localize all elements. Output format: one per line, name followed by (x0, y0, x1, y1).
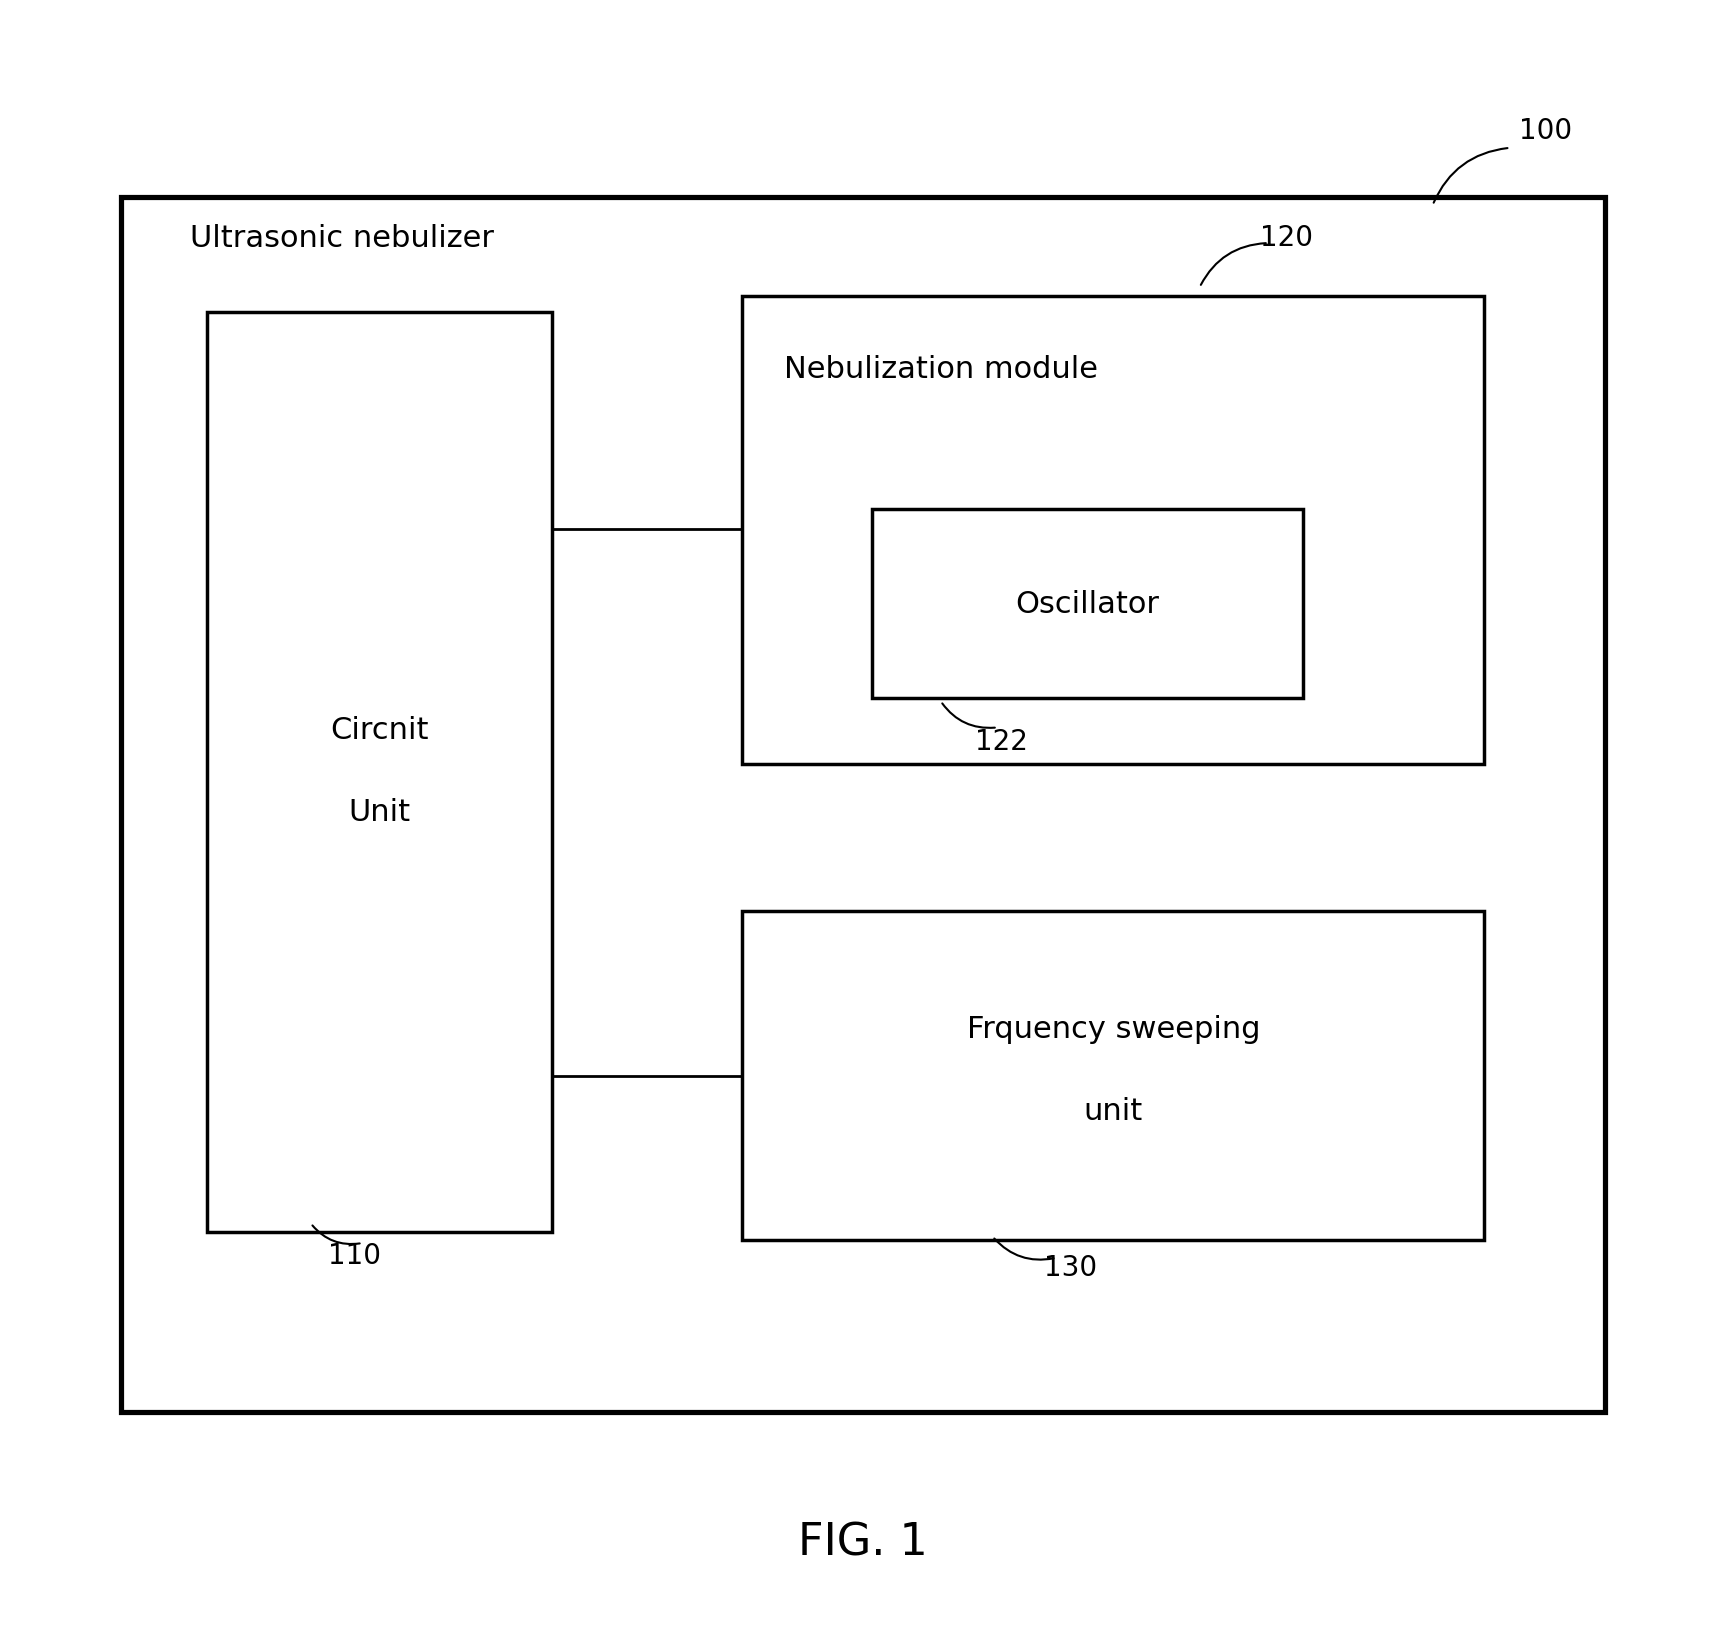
Text: FIG. 1: FIG. 1 (797, 1522, 929, 1565)
FancyBboxPatch shape (872, 509, 1303, 698)
FancyBboxPatch shape (742, 911, 1484, 1240)
Text: Frquency sweeping: Frquency sweeping (967, 1015, 1260, 1044)
Text: 122: 122 (975, 727, 1029, 757)
Text: Oscillator: Oscillator (1015, 589, 1160, 619)
Text: Unit: Unit (349, 798, 411, 828)
Text: unit: unit (1084, 1097, 1143, 1126)
FancyBboxPatch shape (121, 197, 1605, 1412)
FancyBboxPatch shape (207, 312, 552, 1232)
Text: 130: 130 (1044, 1253, 1098, 1282)
Text: 110: 110 (328, 1241, 381, 1271)
Text: 120: 120 (1260, 223, 1313, 253)
FancyBboxPatch shape (742, 296, 1484, 764)
Text: Ultrasonic nebulizer: Ultrasonic nebulizer (190, 223, 494, 253)
Text: Circnit: Circnit (330, 716, 430, 745)
Text: 100: 100 (1519, 117, 1572, 146)
Text: Nebulization module: Nebulization module (784, 355, 1098, 384)
